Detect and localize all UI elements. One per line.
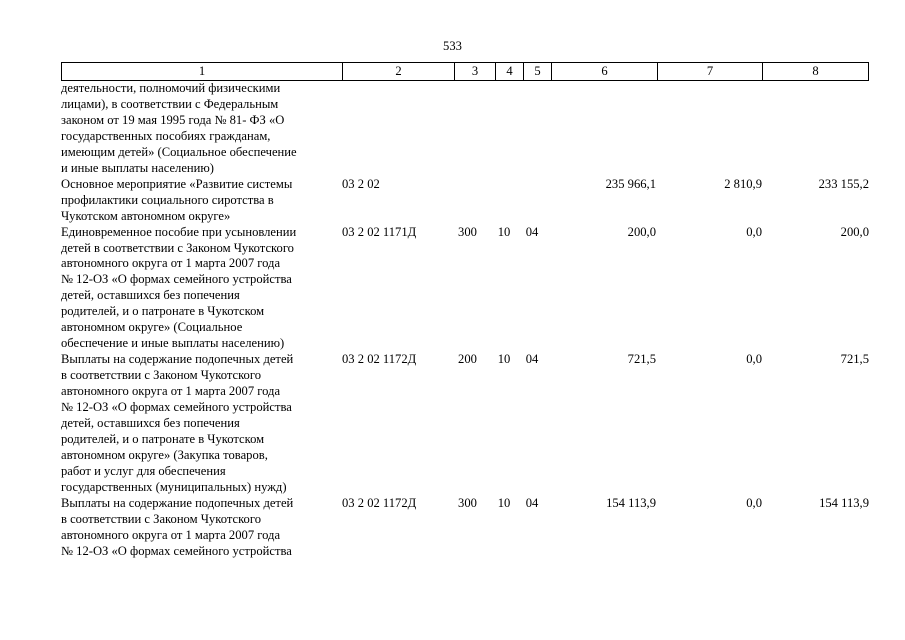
page-number: 533 (443, 39, 462, 53)
row-rz: 10 (497, 352, 511, 367)
row-col6: 200,0 (627, 224, 656, 239)
table-row: деятельности, полномочий физическими лиц… (61, 81, 869, 177)
header-col-6: 6 (551, 63, 657, 80)
row-col7: 2 810,9 (724, 176, 762, 191)
row-name: деятельности, полномочий физическими лиц… (61, 81, 297, 175)
row-name: Выплаты на содержание подопечных детей в… (61, 495, 294, 558)
row-col8: 154 113,9 (819, 495, 869, 510)
row-name: Выплаты на содержание подопечных детей в… (61, 352, 294, 494)
row-col8: 200,0 (840, 224, 869, 239)
row-pr: 04 (525, 352, 539, 367)
header-col-1: 1 (61, 63, 342, 80)
row-code: 03 2 02 (342, 176, 380, 191)
header-col-5: 5 (523, 63, 551, 80)
row-name: Основное мероприятие «Развитие системы п… (61, 176, 293, 223)
row-col8: 721,5 (840, 352, 869, 367)
header-col-4: 4 (495, 63, 523, 80)
row-code: 03 2 02 1172Д (342, 352, 417, 367)
row-col7: 0,0 (746, 495, 762, 510)
row-code: 03 2 02 1171Д (342, 224, 417, 239)
table-row: Выплаты на содержание подопечных детей в… (61, 352, 869, 496)
table-row: Единовременное пособие при усыновлении д… (61, 225, 869, 353)
header-col-2: 2 (342, 63, 454, 80)
row-vr: 200 (458, 352, 477, 367)
table-body: деятельности, полномочий физическими лиц… (61, 81, 869, 560)
table-row: Основное мероприятие «Развитие системы п… (61, 177, 869, 225)
row-col6: 154 113,9 (606, 495, 656, 510)
row-pr: 04 (525, 224, 539, 239)
header-col-7: 7 (657, 63, 762, 80)
row-code: 03 2 02 1172Д (342, 495, 417, 510)
row-col8: 233 155,2 (818, 176, 869, 191)
row-vr: 300 (458, 495, 477, 510)
row-col7: 0,0 (746, 224, 762, 239)
row-pr: 04 (525, 495, 539, 510)
row-col6: 721,5 (627, 352, 656, 367)
header-col-3: 3 (454, 63, 495, 80)
row-col7: 0,0 (746, 352, 762, 367)
row-col6: 235 966,1 (605, 176, 656, 191)
header-col-8: 8 (762, 63, 869, 80)
table-header: 1 2 3 4 5 6 7 8 (61, 62, 869, 81)
row-vr: 300 (458, 224, 477, 239)
row-rz: 10 (497, 495, 511, 510)
table-row: Выплаты на содержание подопечных детей в… (61, 496, 869, 560)
row-name: Единовременное пособие при усыновлении д… (61, 224, 297, 351)
row-rz: 10 (497, 224, 511, 239)
